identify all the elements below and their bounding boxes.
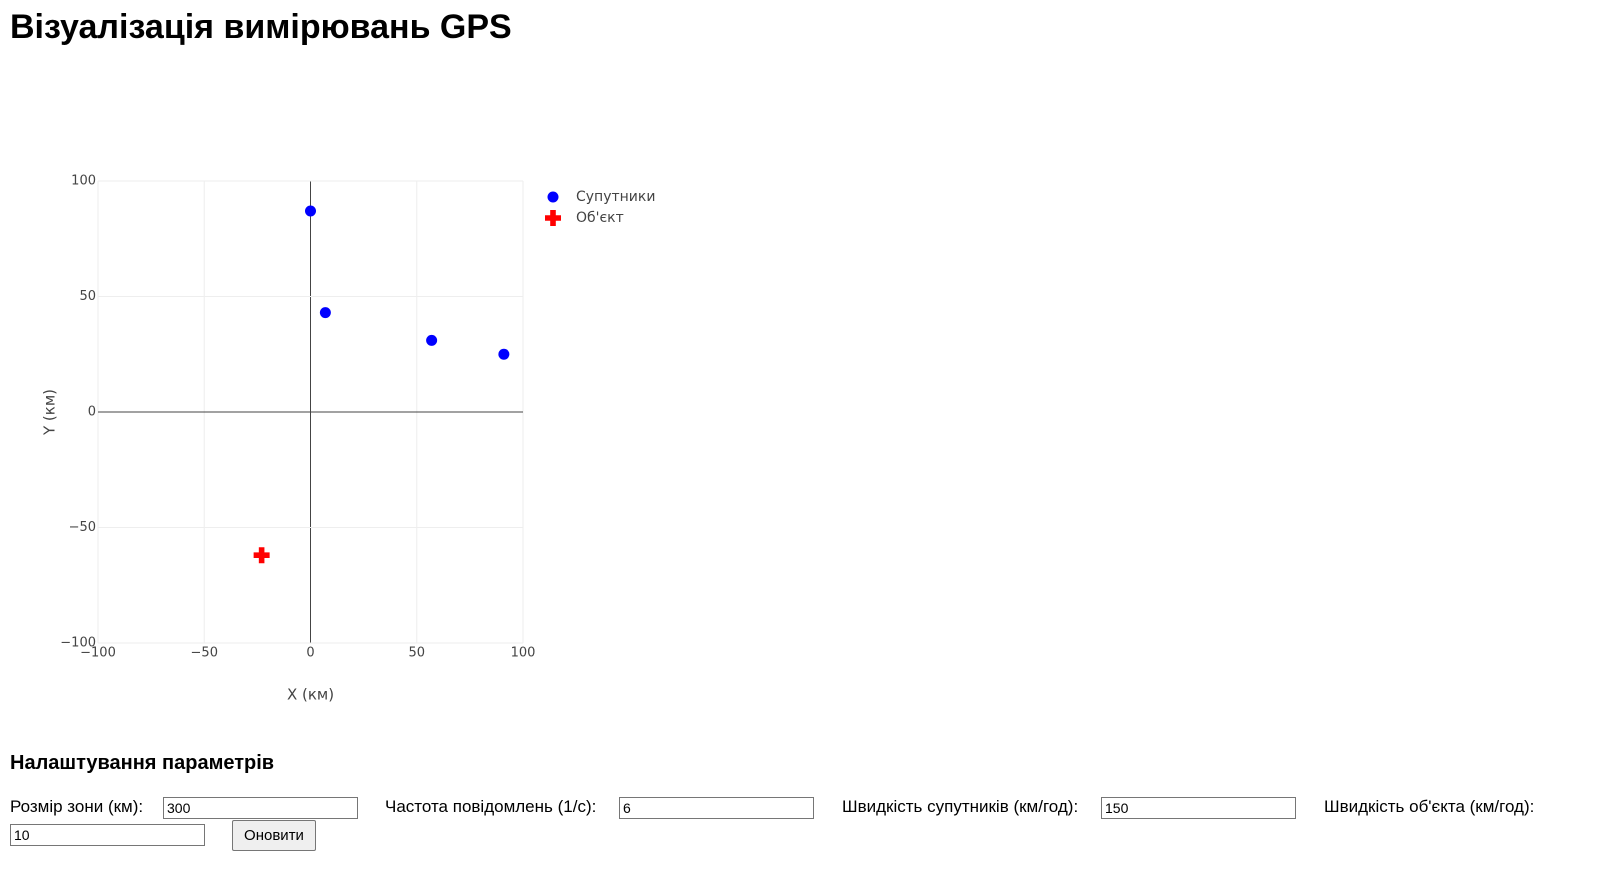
y-tick-label: 0 xyxy=(88,405,96,420)
satellite-marker xyxy=(319,307,331,319)
page-title: Візуалізація вимірювань GPS xyxy=(10,8,512,46)
x-tick-label: −100 xyxy=(80,646,116,661)
y-tick-label: −50 xyxy=(69,520,96,535)
y-tick-label: 100 xyxy=(71,174,96,189)
object-marker xyxy=(253,547,270,564)
settings-heading: Налаштування параметрів xyxy=(10,752,275,774)
update-button[interactable]: Оновити xyxy=(232,820,316,851)
satellite-marker xyxy=(426,334,438,346)
field-label: Швидкість супутників (км/год): xyxy=(842,797,1079,816)
y-tick-label: −100 xyxy=(60,636,96,651)
y-axis-title: Y (км) xyxy=(41,389,59,436)
object-speed-input[interactable] xyxy=(10,824,205,846)
x-tick-label: −50 xyxy=(191,646,218,661)
x-tick-label: 50 xyxy=(408,646,425,661)
x-axis-title: X (км) xyxy=(287,686,334,704)
satellite-speed-input[interactable] xyxy=(1101,797,1296,819)
x-tick-label: 0 xyxy=(306,646,314,661)
legend-marker xyxy=(547,191,559,203)
frequency-input[interactable] xyxy=(619,797,814,819)
zone-input[interactable] xyxy=(163,797,358,819)
legend-label: Супутники xyxy=(576,189,655,205)
legend-marker xyxy=(545,210,561,226)
satellite-marker xyxy=(498,348,510,360)
field-label: Швидкість об'єкта (км/год): xyxy=(1324,797,1535,816)
legend-label: Об'єкт xyxy=(576,210,624,226)
x-tick-label: 100 xyxy=(511,646,536,661)
satellite-marker xyxy=(305,205,316,217)
chart: −100 −50 0 50 100 −100 −50 0 50 100 X (км) Y (км) Су… xyxy=(41,174,656,704)
y-tick-label: 50 xyxy=(79,289,96,304)
field-label: Розмір зони (км): xyxy=(10,797,144,816)
field-label: Частота повідомлень (1/с): xyxy=(385,797,597,816)
